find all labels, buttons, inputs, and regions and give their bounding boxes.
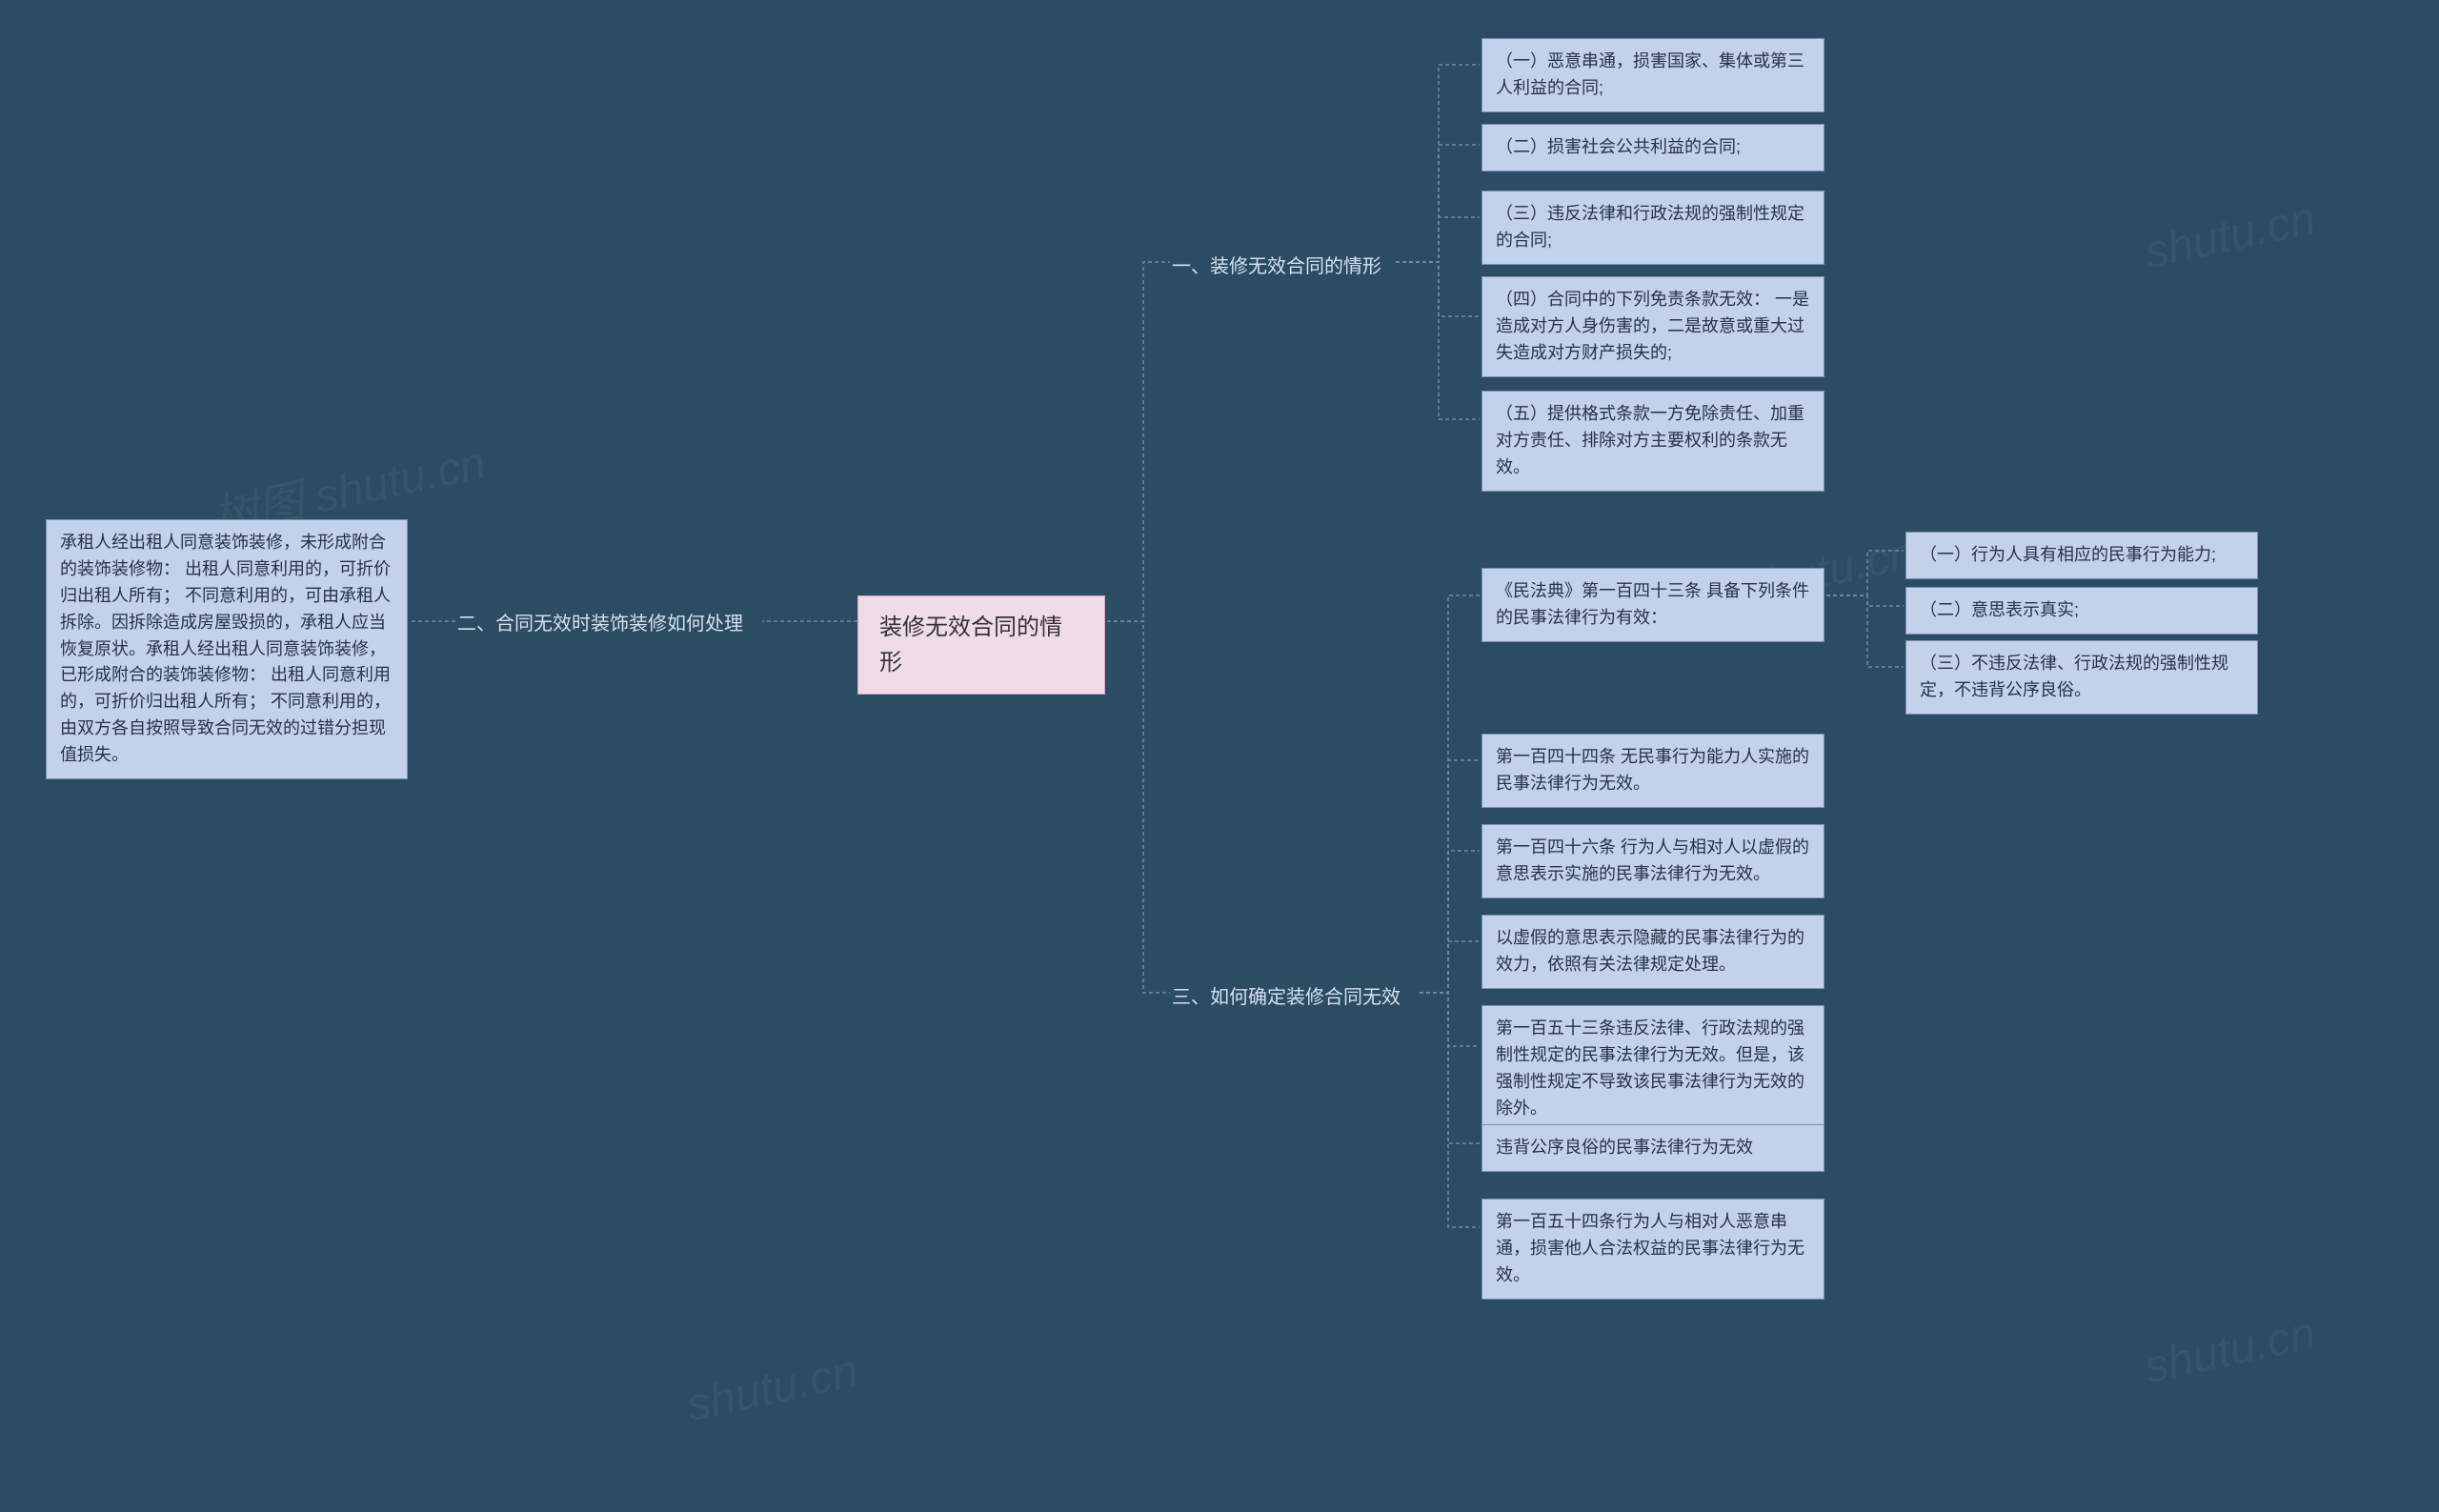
branch-3-sub-leaf: （三）不违反法律、行政法规的强制性规定，不违背公序良俗。 [1905,640,2258,715]
branch-3-leaf: 第一百五十四条行为人与相对人恶意串通，损害他人合法权益的民事法律行为无效。 [1482,1199,1824,1300]
branch-3-leaf: 第一百四十四条 无民事行为能力人实施的民事法律行为无效。 [1482,734,1824,808]
watermark: shutu.cn [682,1345,862,1433]
branch-3-sub: 《民法典》第一百四十三条 具备下列条件的民事法律行为有效： [1482,568,1824,642]
branch-1-label: 一、装修无效合同的情形 [1172,251,1381,278]
branch-1-leaf: （三）违反法律和行政法规的强制性规定的合同; [1482,191,1824,265]
branch-3-label: 三、如何确定装修合同无效 [1172,981,1401,1009]
branch-3-sub-leaf: （二）意思表示真实; [1905,587,2258,635]
branch-1-leaf: （一）恶意串通，损害国家、集体或第三人利益的合同; [1482,38,1824,112]
branch-1-leaf: （四）合同中的下列免责条款无效： 一是造成对方人身伤害的，二是故意或重大过失造成… [1482,276,1824,377]
watermark: shutu.cn [2140,192,2320,280]
branch-1-leaf: （五）提供格式条款一方免除责任、加重对方责任、排除对方主要权利的条款无效。 [1482,391,1824,492]
branch-3-leaf: 第一百四十六条 行为人与相对人以虚假的意思表示实施的民事法律行为无效。 [1482,824,1824,898]
branch-2-label: 二、合同无效时装饰装修如何处理 [457,608,743,635]
branch-1-leaf: （二）损害社会公共利益的合同; [1482,124,1824,171]
branch-3-leaf: 以虚假的意思表示隐藏的民事法律行为的效力，依照有关法律规定处理。 [1482,915,1824,989]
watermark: shutu.cn [2140,1307,2320,1395]
branch-3-leaf: 违背公序良俗的民事法律行为无效 [1482,1124,1824,1172]
branch-3-leaf: 第一百五十三条违反法律、行政法规的强制性规定的民事法律行为无效。但是，该强制性规… [1482,1005,1824,1133]
root-node: 装修无效合同的情形 [857,595,1105,695]
branch-3-sub-leaf: （一）行为人具有相应的民事行为能力; [1905,532,2258,579]
branch-2-leaf: 承租人经出租人同意装饰装修，未形成附合的装饰装修物： 出租人同意利用的，可折价归… [46,519,408,779]
